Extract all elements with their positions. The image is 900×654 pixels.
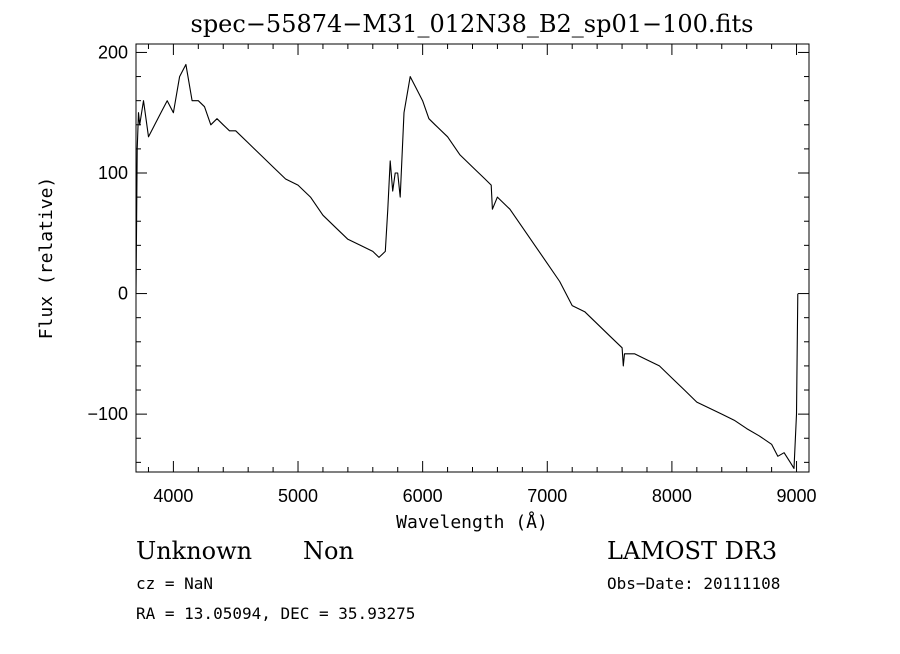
survey-name: LAMOST DR3 <box>607 537 777 565</box>
y-tick-label: 100 <box>98 163 128 183</box>
x-tick-label: 8000 <box>652 486 692 506</box>
x-tick-label: 5000 <box>278 486 318 506</box>
x-tick-label: 9000 <box>777 486 817 506</box>
y-tick-label: −100 <box>87 404 128 424</box>
x-axis-label: Wavelength (Å) <box>396 511 548 533</box>
chart-title: spec−55874−M31_012N38_B2_sp01−100.fits <box>191 10 754 38</box>
y-tick-label: 0 <box>118 284 128 304</box>
redshift-readout: cz = NaN <box>136 574 213 593</box>
x-tick-label: 6000 <box>403 486 443 506</box>
x-tick-label: 7000 <box>527 486 567 506</box>
y-axis: 200 100 0 −100 <box>87 42 809 463</box>
coordinates: RA = 13.05094, DEC = 35.93275 <box>136 604 415 623</box>
y-tick-label: 200 <box>98 42 128 62</box>
y-axis-label: Flux (relative) <box>36 177 57 340</box>
object-class: Unknown <box>136 537 252 565</box>
series-line-flux <box>135 63 799 469</box>
x-tick-label: 4000 <box>153 486 193 506</box>
object-subclass: Non <box>303 537 354 565</box>
obs-date: Obs−Date: 20111108 <box>607 574 780 593</box>
x-axis: 4000 5000 6000 7000 8000 9000 <box>147 44 817 506</box>
